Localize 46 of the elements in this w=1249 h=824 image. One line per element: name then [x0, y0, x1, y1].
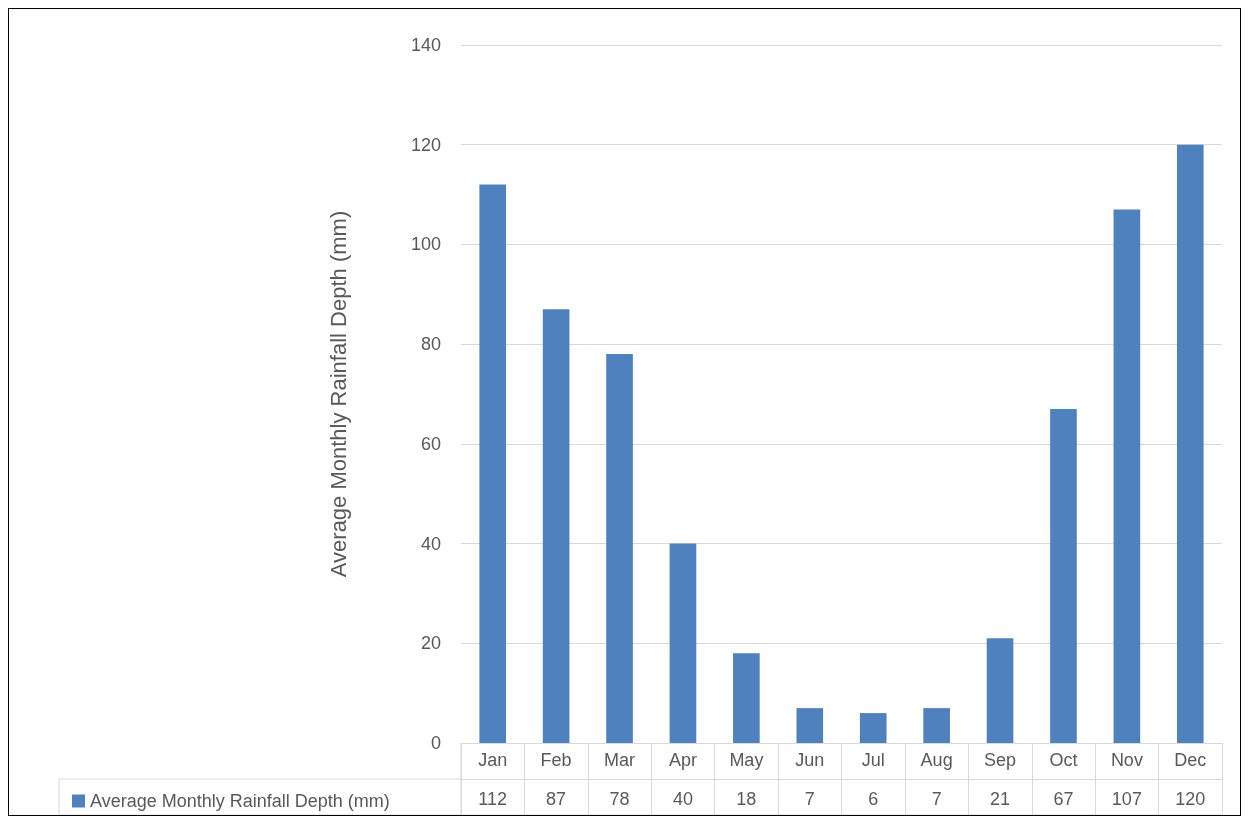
y-tick-label: 120	[410, 134, 441, 155]
bar	[1050, 408, 1077, 743]
bar	[859, 713, 887, 743]
data-label: 7	[931, 789, 942, 809]
y-tick-label: 140	[410, 35, 441, 55]
data-label: 6	[868, 789, 879, 809]
bar	[733, 653, 760, 743]
bar	[1176, 144, 1204, 743]
y-tick-label: 0	[430, 733, 441, 753]
y-tick-label: 80	[420, 334, 441, 355]
data-label: 7	[804, 789, 815, 809]
data-label: 78	[609, 789, 630, 809]
bar	[542, 309, 570, 743]
data-label: 87	[546, 789, 567, 809]
legend-label: Average Monthly Rainfall Depth (mm)	[90, 791, 390, 811]
data-label: 112	[478, 789, 508, 809]
bar	[1113, 209, 1141, 743]
data-label: 40	[672, 789, 693, 809]
y-tick-label: 100	[410, 234, 441, 255]
bar	[669, 543, 697, 743]
x-tick-label: Oct	[1049, 750, 1078, 770]
data-label: 21	[990, 789, 1011, 809]
x-tick-label: Jul	[861, 750, 885, 770]
x-tick-label: Apr	[668, 750, 697, 770]
x-tick-label: Jun	[795, 750, 825, 770]
x-tick-label: Aug	[920, 750, 953, 770]
bar	[479, 184, 507, 743]
x-tick-label: Jan	[478, 750, 508, 770]
y-axis-title: Average Monthly Rainfall Depth (mm)	[325, 210, 351, 578]
x-tick-label: Dec	[1174, 750, 1207, 770]
x-tick-label: Nov	[1110, 750, 1143, 770]
x-tick-label: May	[729, 750, 764, 770]
bar	[986, 638, 1014, 743]
data-label: 18	[736, 789, 757, 809]
x-tick-label: Mar	[604, 750, 636, 770]
data-label: 67	[1053, 789, 1074, 809]
y-tick-label: 20	[420, 633, 441, 654]
bar	[796, 708, 824, 743]
bar	[606, 354, 633, 743]
data-label: 107	[1111, 789, 1142, 809]
x-tick-label: Sep	[984, 750, 1017, 770]
y-tick-label: 60	[420, 433, 441, 454]
bar	[923, 708, 950, 743]
x-tick-label: Feb	[540, 750, 572, 770]
data-label: 120	[1175, 789, 1206, 809]
y-tick-label: 40	[420, 533, 441, 554]
